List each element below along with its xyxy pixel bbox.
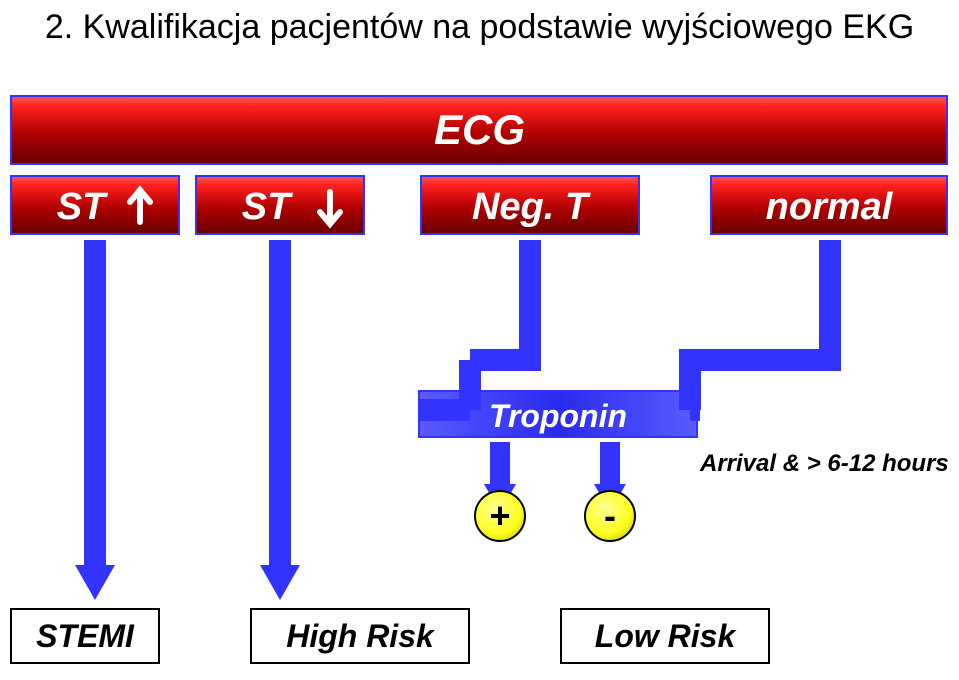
st-down-label: ST [242,186,291,228]
box-st-up: ST [10,175,180,235]
box-normal: normal [710,175,948,235]
troponin-box: Troponin [418,390,698,438]
ecg-label: ECG [0,95,959,165]
plus-circle: + [474,490,526,542]
box-st-down: ST [195,175,365,235]
box-low-risk: Low Risk [560,608,770,664]
arrival-label: Arrival & > 6-12 hours [700,450,949,478]
box-high-risk: High Risk [250,608,470,664]
st-up-label: ST [57,186,106,228]
box-neg-t: Neg. T [420,175,640,235]
minus-circle: - [584,490,636,542]
box-stemi: STEMI [10,608,160,664]
page-title: 2. Kwalifikacja pacjentów na podstawie w… [0,8,959,47]
